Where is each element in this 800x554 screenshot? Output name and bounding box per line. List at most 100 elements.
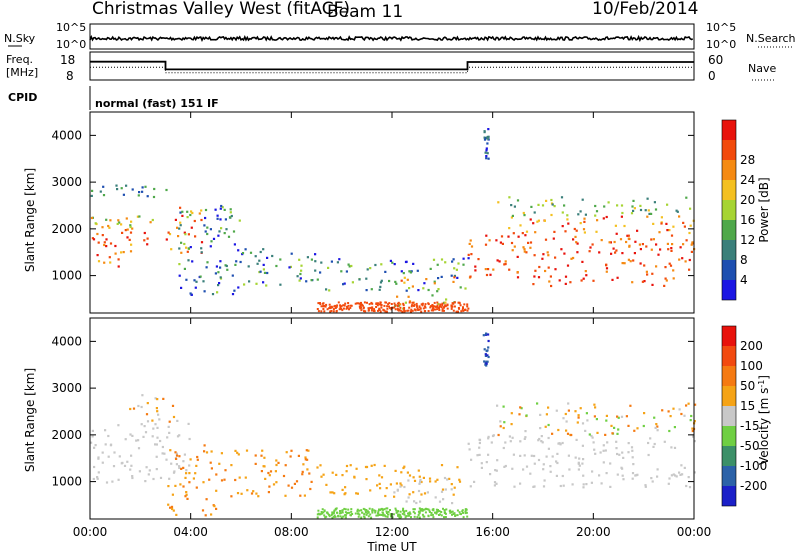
colorbar-swatch: [722, 326, 736, 346]
range-gate-cell: [411, 285, 414, 288]
range-gate-cell: [441, 308, 444, 311]
range-gate-cell: [567, 409, 570, 412]
range-gate-cell: [683, 414, 686, 417]
range-gate-cell: [429, 306, 432, 309]
range-gate-cell: [344, 508, 347, 511]
range-gate-cell: [423, 310, 426, 313]
range-gate-cell: [415, 304, 418, 307]
range-gate-cell: [621, 451, 624, 454]
colorbar-swatch: [722, 220, 736, 240]
range-gate-cell: [131, 188, 134, 191]
range-gate-cell: [181, 214, 184, 217]
range-gate-cell: [399, 306, 402, 309]
range-gate-cell: [616, 432, 619, 435]
range-gate-cell: [396, 295, 399, 298]
range-gate-cell: [413, 508, 416, 511]
range-gate-cell: [403, 465, 406, 468]
range-gate-cell: [254, 462, 257, 465]
range-gate-cell: [92, 238, 96, 241]
range-gate-cell: [403, 310, 406, 313]
range-gate-cell: [602, 449, 605, 452]
range-gate-cell: [464, 510, 467, 513]
range-gate-cell: [346, 306, 349, 309]
range-gate-cell: [513, 485, 516, 488]
range-gate-cell: [558, 279, 561, 282]
range-gate-cell: [189, 246, 192, 249]
range-gate-cell: [441, 309, 444, 312]
range-gate-cell: [441, 304, 444, 307]
range-gate-cell: [247, 265, 250, 268]
range-gate-cell: [366, 512, 369, 515]
range-gate-cell: [403, 485, 406, 489]
range-gate-cell: [183, 453, 186, 456]
range-gate-cell: [450, 304, 453, 307]
range-gate-cell: [402, 509, 404, 512]
range-gate-cell: [525, 251, 528, 254]
range-gate-cell: [450, 488, 453, 491]
range-gate-cell: [540, 435, 543, 438]
range-gate-cell: [117, 478, 120, 481]
range-gate-cell: [602, 444, 605, 447]
range-gate-cell: [298, 279, 301, 282]
range-gate-cell: [525, 414, 528, 417]
range-gate-cell: [167, 231, 170, 234]
range-gate-cell: [497, 201, 500, 204]
range-gate-cell: [478, 438, 481, 441]
range-gate-cell: [161, 452, 164, 455]
range-gate-cell: [593, 448, 596, 451]
range-gate-cell: [438, 307, 440, 309]
range-gate-cell: [389, 307, 392, 310]
colorbar-swatch: [722, 406, 736, 426]
range-gate-cell: [594, 214, 597, 217]
range-gate-cell: [135, 439, 138, 442]
range-gate-cell: [549, 470, 552, 473]
range-gate-cell: [485, 157, 488, 160]
range-gate-cell: [199, 275, 202, 278]
range-gate-cell: [466, 305, 469, 308]
range-gate-cell: [194, 472, 197, 475]
range-gate-cell: [209, 228, 212, 231]
range-gate-cell: [327, 266, 330, 269]
range-gate-cell: [385, 310, 388, 313]
range-gate-cell: [417, 514, 420, 517]
range-gate-cell: [237, 453, 240, 456]
range-gate-cell: [439, 303, 442, 306]
range-gate-cell: [436, 304, 439, 307]
range-gate-cell: [310, 279, 313, 282]
range-gate-cell: [320, 261, 323, 264]
range-gate-cell: [676, 210, 679, 213]
range-gate-cell: [633, 252, 636, 255]
range-gate-cell: [348, 265, 351, 268]
range-gate-cell: [670, 446, 673, 449]
range-gate-cell: [225, 264, 228, 268]
y-tick-label: 1000: [51, 269, 82, 283]
range-gate-cell: [443, 309, 445, 312]
range-gate-cell: [533, 275, 536, 278]
range-gate-cell: [519, 440, 522, 443]
range-gate-cell: [520, 407, 523, 410]
range-gate-cell: [357, 512, 359, 515]
range-gate-cell: [413, 515, 416, 518]
range-gate-cell: [437, 288, 440, 291]
range-gate-cell: [573, 227, 576, 231]
range-gate-cell: [487, 435, 490, 438]
range-gate-cell: [376, 303, 379, 306]
range-gate-cell: [403, 513, 406, 516]
range-gate-cell: [681, 257, 684, 260]
range-gate-cell: [437, 509, 439, 511]
range-gate-cell: [420, 310, 423, 313]
range-gate-cell: [591, 243, 594, 246]
range-gate-cell: [360, 309, 363, 312]
range-gate-cell: [465, 511, 468, 514]
range-gate-cell: [604, 433, 607, 436]
range-gate-cell: [171, 404, 175, 407]
range-gate-cell: [440, 464, 444, 467]
range-gate-cell: [403, 511, 406, 514]
range-gate-cell: [371, 508, 374, 511]
range-gate-cell: [174, 451, 177, 454]
range-gate-cell: [431, 294, 434, 297]
range-gate-cell: [374, 509, 377, 512]
range-gate-cell: [196, 458, 199, 461]
range-gate-cell: [564, 412, 567, 416]
range-gate-cell: [615, 232, 618, 235]
